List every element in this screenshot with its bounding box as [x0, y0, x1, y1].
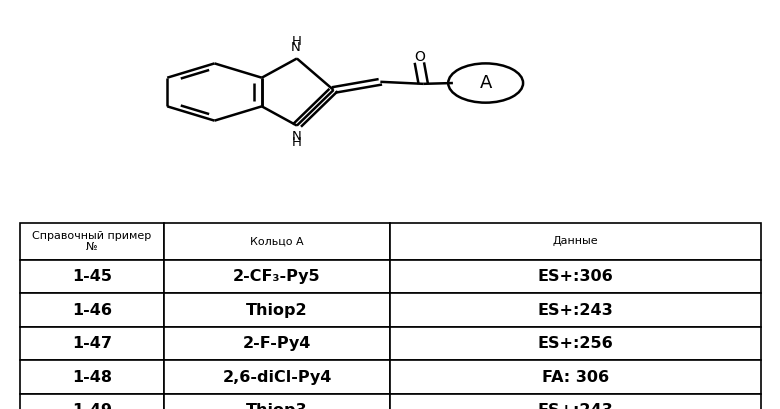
Text: 1-49: 1-49 [72, 403, 112, 409]
Bar [390, 260, 760, 293]
Text: H: H [292, 35, 302, 48]
Text: O: O [415, 50, 426, 64]
Bar [164, 394, 390, 409]
Text: H: H [292, 136, 302, 149]
Text: 2-CF₃-Py5: 2-CF₃-Py5 [233, 269, 321, 284]
Bar [390, 394, 760, 409]
Text: Thiop3: Thiop3 [246, 403, 308, 409]
Text: N: N [290, 41, 300, 54]
Bar [164, 260, 390, 293]
Bar [390, 360, 760, 394]
Bar [20, 223, 164, 260]
Bar [164, 360, 390, 394]
Bar [390, 223, 760, 260]
Bar [390, 327, 760, 360]
Text: ES+:243: ES+:243 [537, 403, 613, 409]
Text: ES+:243: ES+:243 [537, 303, 613, 317]
Text: 1-45: 1-45 [72, 269, 112, 284]
Text: 1-47: 1-47 [72, 336, 112, 351]
Bar [164, 293, 390, 327]
Text: 2-F-Py4: 2-F-Py4 [243, 336, 311, 351]
Text: 2,6-diCl-Py4: 2,6-diCl-Py4 [222, 370, 332, 384]
Text: A: A [480, 74, 492, 92]
Text: Кольцо А: Кольцо А [250, 236, 304, 246]
Bar [164, 223, 390, 260]
Bar [20, 293, 164, 327]
Text: 1-46: 1-46 [72, 303, 112, 317]
Text: N: N [292, 130, 302, 144]
Text: Данные: Данные [552, 236, 598, 246]
Text: ES+:306: ES+:306 [537, 269, 613, 284]
Bar [164, 327, 390, 360]
Text: FA: 306: FA: 306 [541, 370, 609, 384]
Bar [20, 260, 164, 293]
Text: Thiop2: Thiop2 [246, 303, 308, 317]
Bar [20, 327, 164, 360]
Bar [20, 394, 164, 409]
Text: Справочный пример
№: Справочный пример № [32, 231, 151, 252]
Bar [390, 293, 760, 327]
Text: ES+:256: ES+:256 [537, 336, 613, 351]
Bar [20, 360, 164, 394]
Text: 1-48: 1-48 [72, 370, 112, 384]
